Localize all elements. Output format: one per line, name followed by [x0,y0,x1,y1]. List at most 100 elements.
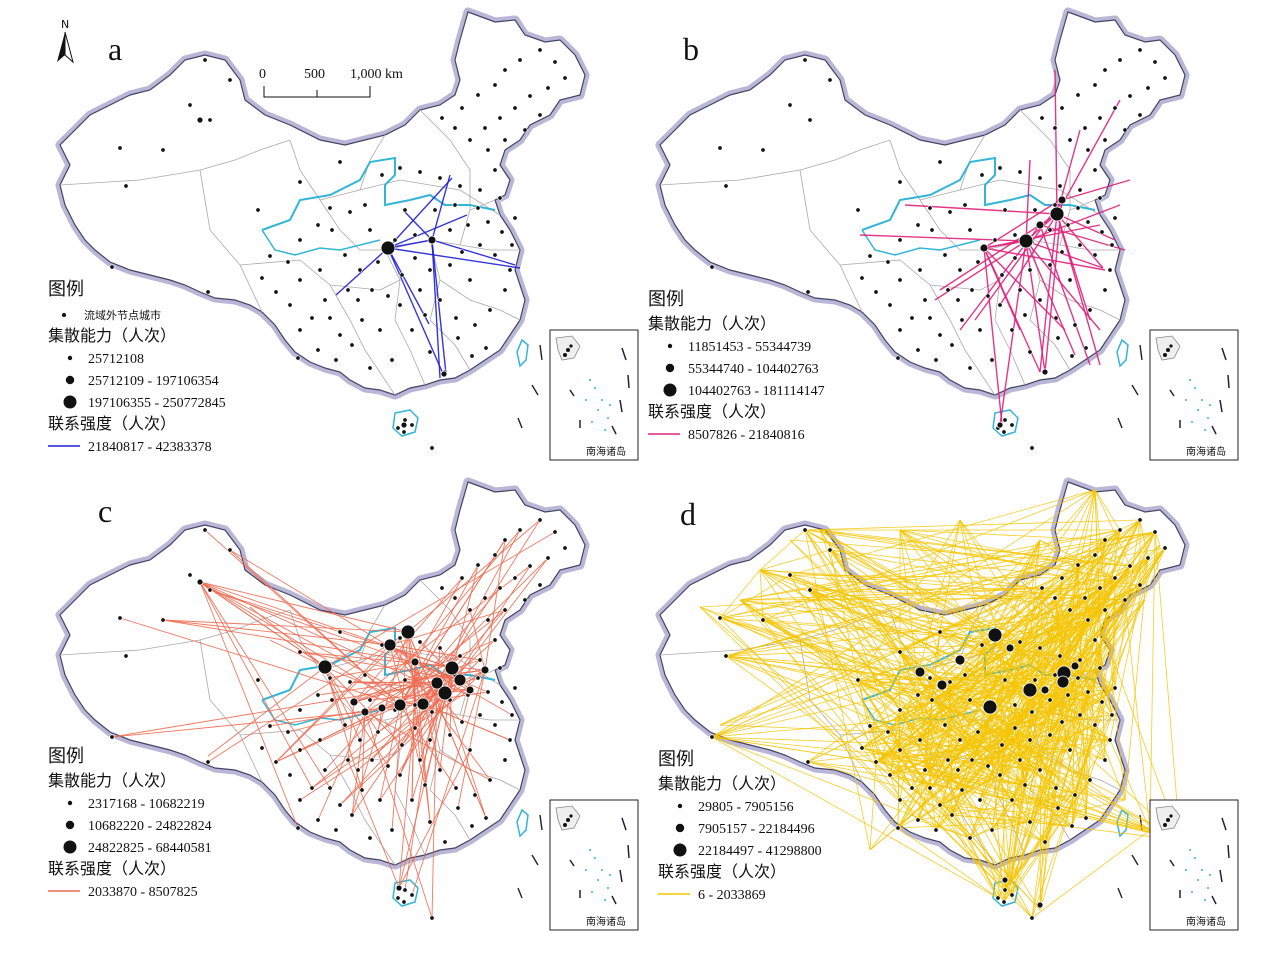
flow-line [719,531,1156,619]
node-city [962,202,968,208]
base-map [660,12,1185,437]
flow-line [899,651,971,839]
flow-line [204,529,401,706]
node-city [401,429,407,435]
flow-line [819,529,1079,679]
flow-line [983,247,1106,271]
legend-capacity-class: 197106355 - 250772845 [88,396,226,411]
flow-line [339,692,446,806]
node-city [927,205,933,211]
node-city [369,287,375,293]
flow-line [399,637,424,705]
node-city [927,785,933,791]
node-city [949,812,955,818]
legend-capacity-class: 7905157 - 22184496 [698,822,815,837]
flow-line [1124,557,1149,801]
flow-line [1039,224,1091,366]
node-city [1022,312,1028,318]
flow-line [999,637,1006,891]
flow-line [899,799,937,831]
legend-capacity-symbol [673,843,687,857]
node-city [1069,823,1075,829]
node-city [287,772,293,778]
flow-line [444,692,487,819]
hub-city [1070,661,1080,671]
flow-line [1049,655,1061,701]
node-city [362,672,368,678]
flow-line [719,574,791,619]
legend-capacity-class: 2317168 - 10682219 [88,797,205,812]
flow-line [1004,787,1057,891]
legend-strength-class: 8507826 - 21840816 [688,428,805,443]
flow-line [1014,727,1151,831]
node-city [562,75,568,81]
node-city [297,179,303,185]
node-city [287,302,293,308]
node-city [492,637,498,643]
flow-line [924,637,1001,771]
node-city [1112,215,1118,221]
node-city [1085,617,1091,623]
flow-line [987,699,1051,767]
flow-line [999,240,1027,426]
flow-line [931,699,1181,841]
node-city [295,825,301,831]
flow-line [1014,587,1101,729]
node-city [937,159,943,165]
node-city [945,757,951,763]
legend-capacity-class: 29805 - 7905156 [698,800,794,815]
node-city [855,677,861,683]
panel-letter: a [108,31,122,67]
node-city [969,757,975,763]
node-city [412,725,418,731]
node-city [402,417,408,423]
node-city [1102,607,1108,613]
node-city [1052,202,1058,208]
node-city [327,205,333,211]
flow-lines [699,489,1181,919]
node-city [509,712,515,718]
node-city [357,737,363,743]
flow-line [387,247,430,325]
node-city [117,145,123,151]
node-city [309,785,315,791]
node-city [329,227,335,233]
node-city [997,165,1003,171]
node-city [802,57,808,63]
flow-line [879,699,933,761]
flow-line [789,574,1106,611]
node-city [959,317,965,323]
hub-city [393,698,407,712]
node-city [915,347,921,353]
flow-line [819,529,1081,716]
flow-line [431,239,447,375]
flow-line [1031,489,1096,713]
node-city [723,653,729,659]
flow-line [1087,619,1101,651]
node-city [947,209,953,215]
node-city [1102,137,1108,143]
node-city [507,267,513,273]
node-city [267,723,273,729]
node-city [999,742,1005,748]
node-city [437,645,443,651]
flow-line [789,574,913,789]
node-city [992,237,998,243]
node-city [397,165,403,171]
flow-line [1025,240,1046,373]
node-city [160,147,166,153]
flow-line [699,587,1043,608]
node-city [937,629,943,635]
hub-city [465,685,475,695]
hub-city [480,665,490,675]
flow-line [1039,587,1043,911]
hub-city [1041,368,1049,376]
legend-capacity-symbol [663,383,677,397]
base-map [60,12,585,437]
node-city [537,517,543,523]
node-city [207,587,213,593]
flow-line [994,709,1013,896]
flow-line [1025,204,1121,242]
flow-line [1109,557,1149,741]
flow-line [439,667,453,771]
